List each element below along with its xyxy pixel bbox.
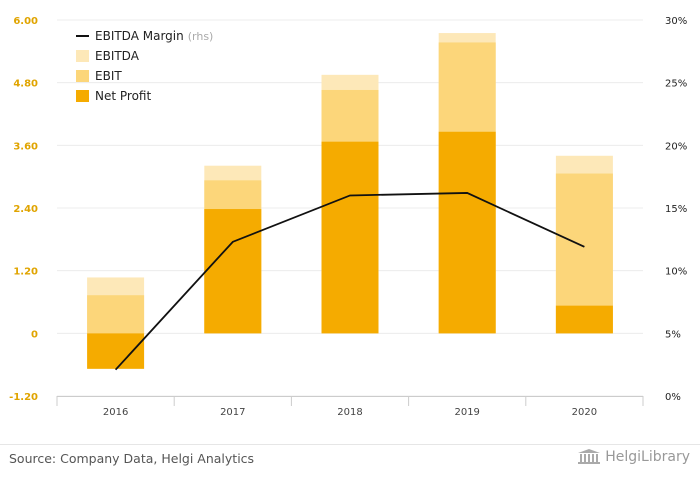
- legend-label-ebitda-margin: EBITDA Margin (rhs): [95, 29, 213, 43]
- y-left-tick-label: 2.40: [13, 204, 38, 215]
- y-right-tick-label: 15%: [665, 204, 687, 215]
- logo-text: HelgiLibrary: [605, 449, 690, 465]
- y-right-tick-label: 30%: [665, 16, 687, 27]
- bar-net-profit: [204, 209, 262, 334]
- chart: 6.00 4.80 3.60 2.40 1.20 0 -1.20 30% 25% 20% 15% 10…: [9, 16, 687, 418]
- x-tick-label: 2019: [454, 407, 479, 418]
- y-left-tick-label: -1.20: [9, 392, 38, 403]
- helgi-library-logo[interactable]: HelgiLibrary: [577, 449, 690, 465]
- x-tick-label: 2018: [337, 407, 362, 418]
- bar-net-profit: [438, 131, 496, 334]
- y-right-tick-label: 25%: [665, 79, 687, 90]
- y-left-tick-label: 3.60: [13, 141, 38, 152]
- y-left-tick-label: 1.20: [13, 267, 38, 278]
- y-right-tick-label: 20%: [665, 141, 687, 152]
- y-right-tick-label: 0%: [665, 392, 681, 403]
- x-tick-label: 2020: [572, 407, 597, 418]
- source-note: Source: Company Data, Helgi Analytics: [9, 451, 255, 466]
- ebitda-margin-line: [114, 192, 585, 371]
- x-tick-label: 2016: [103, 407, 128, 418]
- footer-divider: [0, 444, 700, 445]
- y-right-tick-label: 5%: [665, 329, 681, 340]
- legend-swatch-ebit: [76, 70, 89, 82]
- legend-label-ebit: EBIT: [95, 69, 122, 83]
- bars: [87, 33, 613, 369]
- x-tick-label: 2017: [220, 407, 245, 418]
- legend-label-net-profit: Net Profit: [95, 89, 151, 103]
- legend: EBITDA Margin (rhs) EBITDA EBIT Net Profit: [76, 29, 213, 103]
- legend-sublabel: (rhs): [188, 30, 214, 43]
- legend-swatch-net-profit: [76, 90, 89, 102]
- legend-label-ebitda: EBITDA: [95, 49, 140, 63]
- axes: 6.00 4.80 3.60 2.40 1.20 0 -1.20 30% 25% 20% 15% 10…: [9, 16, 687, 418]
- bar-net-profit: [87, 333, 145, 369]
- y-left-tick-label: 0: [31, 329, 38, 340]
- bar-net-profit: [555, 305, 613, 334]
- y-left-tick-label: 4.80: [13, 79, 38, 90]
- library-building-icon: [578, 449, 601, 464]
- y-left-tick-label: 6.00: [13, 16, 38, 27]
- legend-swatch-ebitda: [76, 50, 89, 62]
- bar-net-profit: [321, 141, 379, 334]
- bar-ebit: [87, 295, 145, 334]
- y-right-tick-label: 10%: [665, 267, 687, 278]
